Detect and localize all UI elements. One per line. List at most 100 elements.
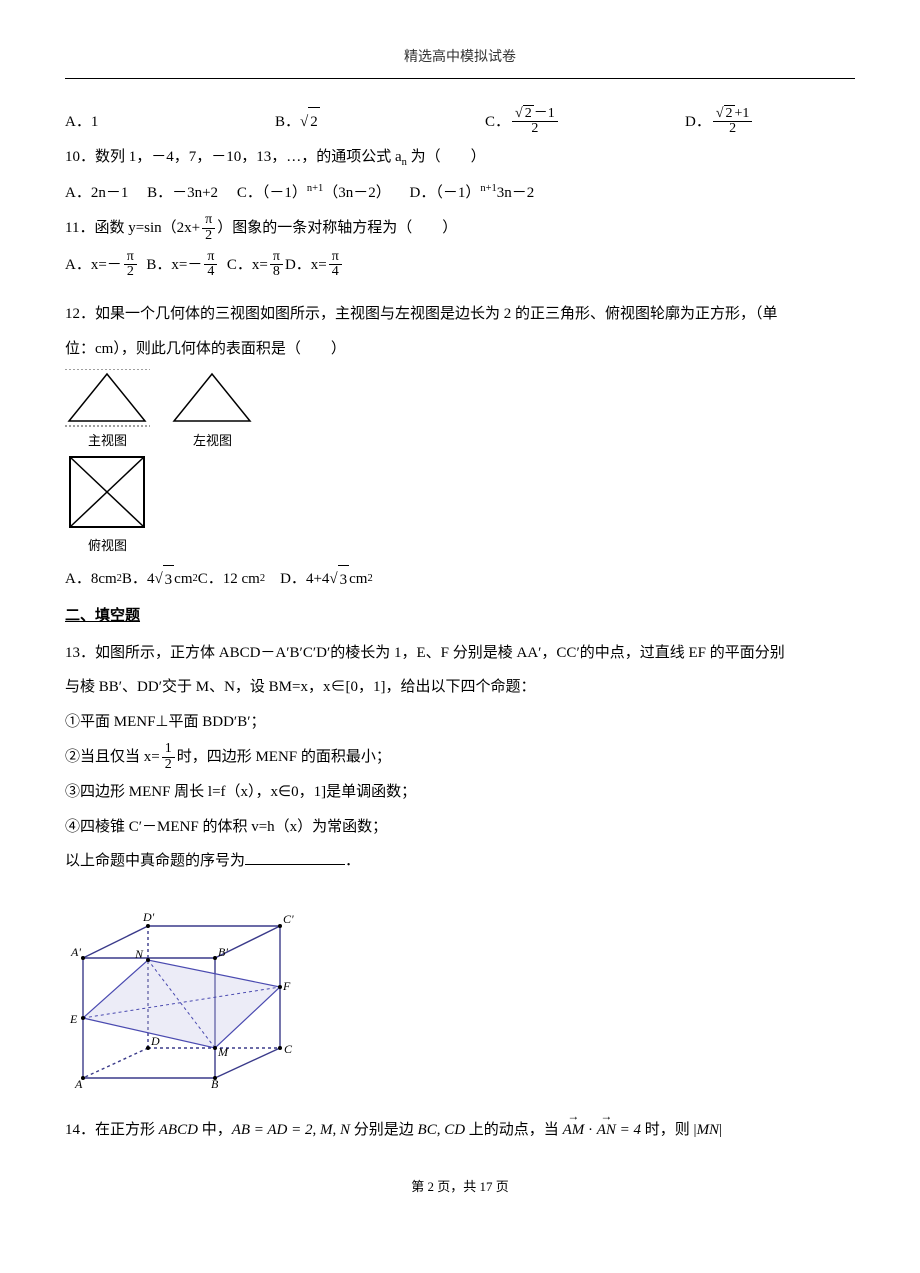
q10-opt-c-post: （3n－2） <box>323 185 391 201</box>
coef: 4+4 <box>306 565 329 594</box>
fraction: 1 2 <box>162 742 175 772</box>
fraction: 2－1 2 <box>512 107 558 137</box>
q9-opt-a: A． 1 <box>65 108 275 137</box>
q13-p4: ④四棱锥 C′－MENF 的体积 v=h（x）为常函数； <box>65 813 855 842</box>
p1-text: ①平面 MENF⊥平面 BDD′B′； <box>65 714 265 730</box>
blank-fill <box>245 850 345 865</box>
q9-opt-c: C． 2－1 2 <box>485 107 685 137</box>
q12-opt-a: A．8cm <box>65 565 117 594</box>
q11-opt-d-pre: D．x= <box>285 251 327 280</box>
square-x-icon <box>65 454 150 532</box>
q11: 11．函数 y=sin（2x+ π 2 ）图象的一条对称轴方程为（ ） <box>65 213 855 243</box>
label-Ap: A' <box>70 945 81 959</box>
denominator: 8 <box>270 265 283 280</box>
superscript: n+1 <box>480 183 496 194</box>
q12-line1: 12．如果一个几何体的三视图如图所示，主视图与左视图是边长为 2 的正三角形、俯… <box>65 300 855 329</box>
mn: MN <box>697 1122 720 1138</box>
sqrt-icon <box>300 108 308 137</box>
denominator: 2 <box>528 122 541 137</box>
comma: , <box>333 1122 341 1138</box>
mid2: , <box>313 1122 321 1138</box>
q13-p2: ②当且仅当 x= 1 2 时，四边形 MENF 的面积最小； <box>65 742 855 772</box>
q13-line1: 13．如图所示，正方体 ABCD－A′B′C′D′的棱长为 1，E、F 分别是棱… <box>65 639 855 668</box>
p5-post: ． <box>345 853 360 869</box>
fraction: 2+1 2 <box>713 107 753 137</box>
q9-options: A． 1 B． 2 C． 2－1 2 D． 2+1 2 <box>65 107 855 137</box>
q11-opt-b-pre: B．x=－ <box>146 251 202 280</box>
eq2: = 4 <box>616 1122 641 1138</box>
front-view-label: 主视图 <box>88 429 127 454</box>
q13-p5: 以上命题中真命题的序号为 ． <box>65 847 855 876</box>
triangle-icon <box>170 369 255 427</box>
sqrt-radicand: 2 <box>724 105 735 121</box>
q9-opt-d: D． 2+1 2 <box>685 107 754 137</box>
label-Bp: B' <box>218 945 228 959</box>
opt-label: C． <box>485 108 510 137</box>
fraction: π 4 <box>329 250 342 280</box>
sqrt-icon <box>716 106 724 121</box>
cd: CD <box>444 1122 465 1138</box>
m: M <box>320 1122 333 1138</box>
denominator: 4 <box>204 265 217 280</box>
top-view-label: 俯视图 <box>88 534 127 559</box>
label-C: C <box>284 1042 293 1056</box>
footer-mid: 页，共 <box>434 1179 480 1194</box>
n: N <box>340 1122 350 1138</box>
label-B: B <box>211 1077 219 1088</box>
sqrt-icon <box>154 565 162 594</box>
q14-pre: 14．在正方形 <box>65 1122 159 1138</box>
q14: 14．在正方形 ABCD 中，AB = AD = 2, M, N 分别是边 BC… <box>65 1116 855 1145</box>
superscript: 2 <box>367 569 372 589</box>
abcd: ABCD <box>159 1122 198 1138</box>
sqrt-radicand: 3 <box>338 565 350 595</box>
p5-pre: 以上命题中真命题的序号为 <box>65 853 245 869</box>
left-view-label: 左视图 <box>193 429 232 454</box>
sqrt-radicand: 2 <box>308 107 320 137</box>
label-M: M <box>217 1045 229 1059</box>
q12-opt-d-pre: D． <box>280 565 306 594</box>
q13-p1: ①平面 MENF⊥平面 BDD′B′； <box>65 708 855 737</box>
q10-tail: 为（ ） <box>407 149 486 165</box>
cube-diagram: A B C D A' B' C' D' E F M N <box>65 888 295 1088</box>
numerator: π <box>202 213 215 229</box>
fraction: π 4 <box>204 250 217 280</box>
mid6: 时，则 <box>641 1122 694 1138</box>
front-view: 主视图 <box>65 369 150 454</box>
cm: cm <box>349 565 367 594</box>
fraction: π 2 <box>124 250 137 280</box>
denominator: 2 <box>202 229 215 244</box>
q10-opt-a: A．2n－1 <box>65 185 128 201</box>
sqrt-radicand: 3 <box>163 565 175 595</box>
q12-opt-c: C．12 cm <box>198 565 260 594</box>
denominator: 2 <box>162 758 175 773</box>
page-footer: 第 2 页，共 17 页 <box>65 1175 855 1200</box>
label-A: A <box>74 1077 83 1088</box>
abs-r: | <box>719 1122 722 1138</box>
vector-am: AM <box>563 1116 585 1145</box>
q11-pre: 11．函数 y=sin（2x+ <box>65 214 200 243</box>
dot: · <box>584 1122 597 1138</box>
sqrt-icon <box>515 106 523 121</box>
q13-p3: ③四边形 MENF 周长 l=f（x），x∈0，1]是单调函数； <box>65 778 855 807</box>
q12-line2: 位：cm），则此几何体的表面积是（ ） <box>65 335 855 364</box>
superscript: 2 <box>260 569 265 589</box>
numerator: π <box>329 250 342 266</box>
denominator: 2 <box>124 265 137 280</box>
section-2-title: 二、填空题 <box>65 602 855 631</box>
footer-post: 页 <box>493 1179 509 1194</box>
numerator: 1 <box>162 742 175 758</box>
label-D: D <box>150 1034 160 1048</box>
numerator: π <box>124 250 137 266</box>
header-divider <box>65 78 855 79</box>
page-header: 精选高中模拟试卷 <box>65 45 855 72</box>
num-tail: －1 <box>534 106 555 121</box>
q10-options: A．2n－1 B．－3n+2 C．（－1）n+1（3n－2） D．（－1）n+1… <box>65 179 855 208</box>
q11-options: A．x=－ π 2 B．x=－ π 4 C．x= π 8 D．x= π 4 <box>65 250 855 280</box>
numerator: 2－1 <box>512 107 558 123</box>
q10-opt-d-pre: D．（－1） <box>410 185 481 201</box>
mid1: 中， <box>198 1122 232 1138</box>
num-tail: +1 <box>735 106 750 121</box>
q10: 10．数列 1，－4，7，－10，13，…，的通项公式 an 为（ ） <box>65 143 855 173</box>
q12-opt-b-pre: B． <box>122 565 147 594</box>
label-F: F <box>282 979 291 993</box>
